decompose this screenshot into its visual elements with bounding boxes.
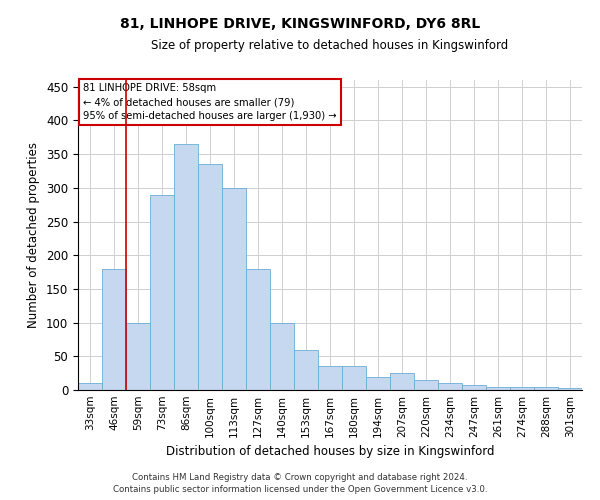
- Bar: [78, 384, 102, 390]
- Bar: [126, 322, 150, 390]
- Bar: [150, 194, 174, 390]
- Text: Contains public sector information licensed under the Open Government Licence v3: Contains public sector information licen…: [113, 485, 487, 494]
- X-axis label: Distribution of detached houses by size in Kingswinford: Distribution of detached houses by size …: [166, 446, 494, 458]
- Bar: [438, 384, 462, 390]
- Bar: [174, 144, 198, 390]
- Bar: [222, 188, 246, 390]
- Bar: [462, 384, 486, 390]
- Bar: [486, 386, 510, 390]
- Bar: [366, 376, 390, 390]
- Bar: [510, 386, 534, 390]
- Bar: [390, 373, 414, 390]
- Bar: [342, 366, 366, 390]
- Bar: [294, 350, 318, 390]
- Bar: [558, 388, 582, 390]
- Bar: [414, 380, 438, 390]
- Bar: [318, 366, 342, 390]
- Y-axis label: Number of detached properties: Number of detached properties: [28, 142, 40, 328]
- Text: 81, LINHOPE DRIVE, KINGSWINFORD, DY6 8RL: 81, LINHOPE DRIVE, KINGSWINFORD, DY6 8RL: [120, 18, 480, 32]
- Bar: [534, 386, 558, 390]
- Bar: [198, 164, 222, 390]
- Bar: [102, 268, 126, 390]
- Title: Size of property relative to detached houses in Kingswinford: Size of property relative to detached ho…: [151, 40, 509, 52]
- Text: 81 LINHOPE DRIVE: 58sqm
← 4% of detached houses are smaller (79)
95% of semi-det: 81 LINHOPE DRIVE: 58sqm ← 4% of detached…: [83, 83, 337, 121]
- Bar: [270, 322, 294, 390]
- Text: Contains HM Land Registry data © Crown copyright and database right 2024.: Contains HM Land Registry data © Crown c…: [132, 472, 468, 482]
- Bar: [246, 268, 270, 390]
